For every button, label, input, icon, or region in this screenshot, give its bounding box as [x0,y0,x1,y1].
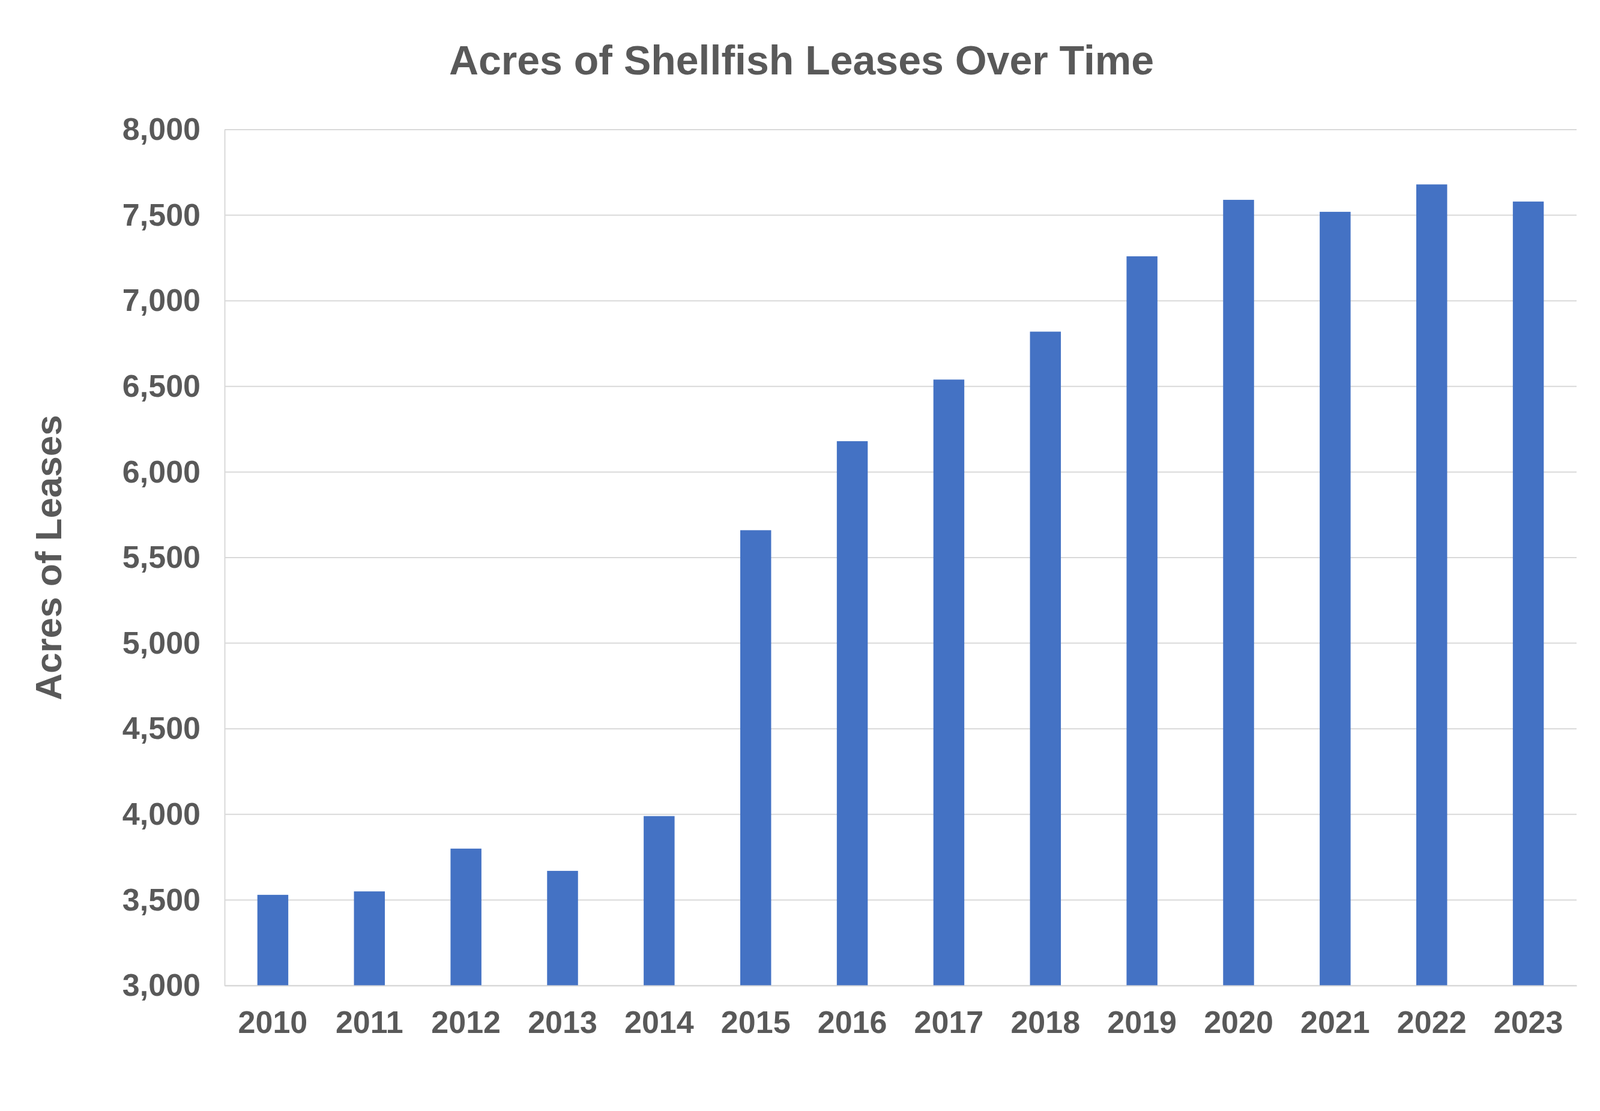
x-tick: 2014 [624,985,695,1040]
grid-line [224,471,1577,473]
y-tick-label: 4,000 [122,796,201,832]
y-tick: 4,500 [122,710,225,746]
bar [546,871,578,986]
x-axis-line [225,985,1578,988]
x-tick-label: 2013 [527,1005,598,1040]
x-tick: 2011 [335,985,404,1040]
y-tick: 8,000 [122,111,225,147]
x-tick-label: 2021 [1300,1005,1371,1040]
x-tick: 2013 [527,985,598,1040]
x-axis: 2010 2011 2012 2013 2014 2015 2016 2017 2018 2019… [225,985,1578,1040]
x-tick: 2020 [1203,985,1274,1040]
y-tick: 7,500 [122,197,225,233]
y-tick-label: 3,500 [122,882,201,918]
y-tick: 3,000 [122,967,225,1003]
x-tick: 2022 [1397,985,1467,1040]
bar [643,816,675,986]
y-tick-label: 5,500 [122,539,201,575]
y-tick: 6,500 [122,368,225,404]
x-tick-label: 2015 [721,1005,791,1040]
x-tick-label: 2020 [1203,1005,1274,1040]
x-tick: 2021 [1300,985,1371,1040]
x-tick-label: 2022 [1397,1005,1467,1040]
x-tick-label: 2014 [624,1005,695,1040]
y-tick-label: 6,000 [122,454,201,490]
bar [1126,256,1157,986]
x-tick: 2019 [1107,985,1177,1040]
x-tick-label: 2016 [817,1005,888,1040]
y-tick-label: 3,000 [122,967,201,1003]
y-tick-label: 5,000 [122,625,201,661]
y-tick: 4,000 [122,796,225,832]
x-tick: 2012 [431,985,501,1040]
y-axis: 3,000 3,500 4,000 4,500 5,000 5,500 6,000 6,500… [122,111,226,1003]
bar [1319,211,1351,986]
grid-line [224,643,1577,645]
y-tick: 7,000 [122,282,225,318]
x-tick-label: 2012 [431,1005,501,1040]
grid-line [224,985,1577,987]
bar [1030,332,1061,986]
y-tick: 3,500 [122,882,225,918]
x-tick-label: 2018 [1010,1005,1081,1040]
bar [450,848,481,986]
x-tick: 2010 [238,985,308,1040]
grid-line [224,899,1577,901]
title: Acres of Shellfish Leases Over Time [449,37,1154,83]
x-tick: 2018 [1010,985,1081,1040]
y-tick-label: 7,000 [122,282,201,318]
chart: 3,000 3,500 4,000 4,500 5,000 5,500 6,000 6,500… [0,0,1600,1111]
x-tick-label: 2011 [335,1005,404,1040]
y-tick-label: 4,500 [122,710,201,746]
x-tick-label: 2023 [1493,1005,1564,1040]
bar [257,895,289,986]
x-tick: 2017 [914,985,985,1040]
y-tick: 6,000 [122,454,225,490]
x-tick-label: 2017 [914,1005,985,1040]
x-tick: 2016 [817,985,888,1040]
y-tick-label: 8,000 [122,111,201,147]
bar [933,379,965,986]
grid-line [224,300,1577,302]
grid-line [224,386,1577,388]
y-tick-label: 7,500 [122,197,201,233]
bar [836,441,868,986]
y-axis-title: Acres of Leases [27,414,70,701]
x-tick-label: 2010 [238,1005,308,1040]
grid-line [224,214,1577,217]
y-axis-line [224,130,226,987]
x-tick-label: 2019 [1107,1005,1177,1040]
grid-line [224,728,1577,730]
grid [224,129,1577,986]
y-tick: 5,500 [122,539,225,575]
grid-line [224,557,1577,559]
bar [354,891,385,986]
grid-line [224,814,1577,816]
grid-line [224,129,1577,131]
y-tick-label: 6,500 [122,368,201,404]
x-tick: 2015 [721,985,791,1040]
bars [257,184,1545,986]
bar [1512,201,1544,986]
y-tick: 5,000 [122,625,225,661]
plot: 3,000 3,500 4,000 4,500 5,000 5,500 6,000 6,500… [122,111,1578,1040]
bar [740,530,771,986]
bar [1416,184,1447,986]
bar [1222,199,1254,986]
x-tick: 2023 [1493,985,1564,1040]
